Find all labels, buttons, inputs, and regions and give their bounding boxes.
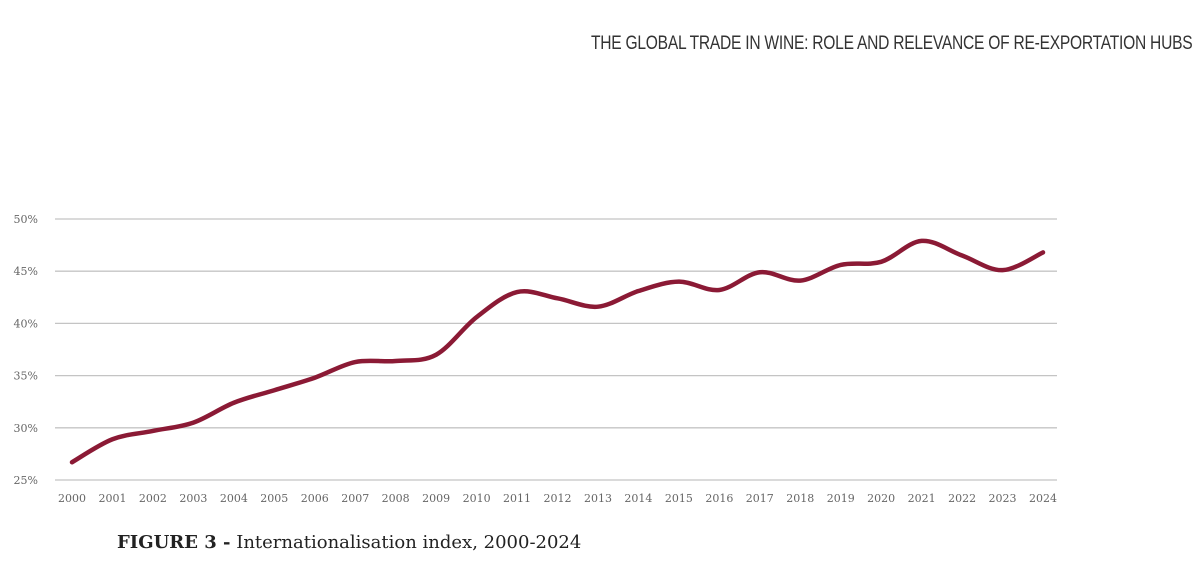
y-tick-label: 45% (14, 265, 38, 278)
x-tick-label: 2021 (908, 492, 936, 505)
x-tick-label: 2017 (746, 492, 774, 505)
x-tick-label: 2019 (827, 492, 855, 505)
x-tick-label: 2006 (301, 492, 329, 505)
y-tick-label: 40% (14, 317, 38, 330)
x-tick-label: 2020 (867, 492, 895, 505)
x-tick-label: 2005 (260, 492, 288, 505)
x-tick-label: 2018 (786, 492, 814, 505)
x-tick-label: 2009 (422, 492, 450, 505)
x-tick-label: 2012 (544, 492, 572, 505)
x-tick-label: 2013 (584, 492, 612, 505)
figure-title: Internationalisation index, 2000-2024 (236, 532, 582, 553)
x-tick-label: 2010 (463, 492, 491, 505)
figure-caption: FIGURE 3 - Internationalisation index, 2… (117, 532, 581, 553)
figure-number: FIGURE 3 - (117, 532, 231, 553)
x-tick-label: 2004 (220, 492, 248, 505)
x-tick-label: 2008 (382, 492, 410, 505)
line-chart: 25% 30% 35% 40% 45% 50% 2000 2001 2002 2003 2004 20… (14, 213, 1057, 505)
x-tick-label: 2003 (179, 492, 207, 505)
x-tick-label: 2001 (98, 492, 126, 505)
x-tick-label: 2000 (58, 492, 86, 505)
x-tick-label: 2014 (624, 492, 652, 505)
y-tick-label: 25% (14, 474, 38, 487)
series-line (69, 238, 1046, 465)
x-tick-label: 2022 (948, 492, 976, 505)
x-tick-label: 2024 (1029, 492, 1057, 505)
x-tick-label: 2011 (503, 492, 531, 505)
document-header: THE GLOBAL TRADE IN WINE: ROLE AND RELEV… (590, 33, 1193, 54)
x-tick-label: 2002 (139, 492, 167, 505)
y-tick-label: 50% (14, 213, 38, 226)
x-tick-label: 2023 (989, 492, 1017, 505)
x-tick-label: 2007 (341, 492, 369, 505)
x-tick-label: 2016 (705, 492, 733, 505)
y-tick-label: 35% (14, 370, 38, 383)
x-tick-label: 2015 (665, 492, 693, 505)
y-tick-label: 30% (14, 422, 38, 435)
